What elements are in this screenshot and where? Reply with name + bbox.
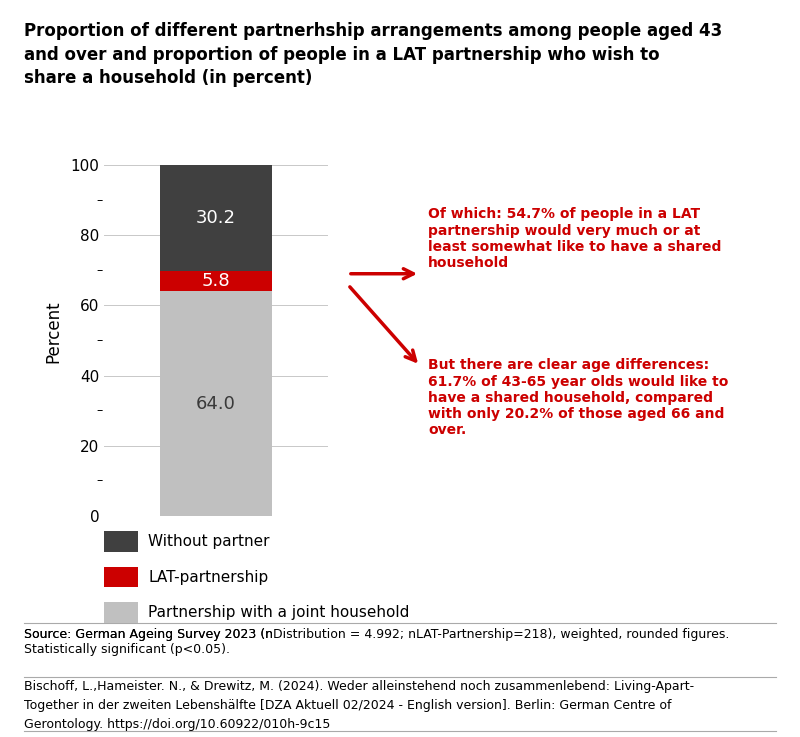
Bar	[160, 165, 272, 271]
Text: Proportion of different partnerhship arrangements among people aged 43
and over : Proportion of different partnerhship arr…	[24, 22, 722, 87]
Text: Source: German Ageing Survey 2023 (nₜᴵˢᵀʳᴵᵇᵘᵗᴵᵒⁿ: Source: German Ageing Survey 2023 (nₜᴵˢᵀ…	[24, 628, 320, 641]
Text: –: –	[97, 475, 103, 487]
Text: Without partner: Without partner	[148, 534, 270, 549]
Text: But there are clear age differences:
61.7% of 43-65 year olds would like to
have: But there are clear age differences: 61.…	[428, 358, 728, 437]
Text: 64.0: 64.0	[196, 394, 236, 413]
Text: Source: German Ageing Survey 2023 (nᴰᴵˢᵀʳᴵᵇᵘᵗᴵᵒⁿ = 4.992; nᴸᴬᴴ⁻ᴺᴬʳᵀⁿᵉʳˢʰᴵᵖ=218),: Source: German Ageing Survey 2023 (nᴰᴵˢᵀ…	[24, 628, 682, 656]
Bar	[160, 291, 272, 516]
Bar	[160, 271, 272, 291]
Text: 30.2: 30.2	[196, 209, 236, 227]
Text: Bischoff, L.,Hameister. N., & Drewitz, M. (2024). Weder alleinstehend noch zusam: Bischoff, L.,Hameister. N., & Drewitz, M…	[24, 680, 694, 731]
Text: Source: German Ageing Survey 2023 (n: Source: German Ageing Survey 2023 (n	[24, 628, 273, 641]
Text: –: –	[97, 334, 103, 347]
Text: 5.8: 5.8	[202, 272, 230, 290]
Text: Of which: 54.7% of people in a LAT
partnership would very much or at
least somew: Of which: 54.7% of people in a LAT partn…	[428, 207, 722, 270]
Text: Partnership with a joint household: Partnership with a joint household	[148, 605, 410, 620]
Text: LAT-partnership: LAT-partnership	[148, 570, 268, 584]
Text: –: –	[97, 194, 103, 206]
Text: Source: German Ageing Survey 2023 (nDistribution = 4.992; nLAT-Partnership=218),: Source: German Ageing Survey 2023 (nDist…	[24, 628, 730, 656]
Text: –: –	[97, 264, 103, 276]
Text: –: –	[97, 404, 103, 417]
Y-axis label: Percent: Percent	[44, 301, 62, 363]
